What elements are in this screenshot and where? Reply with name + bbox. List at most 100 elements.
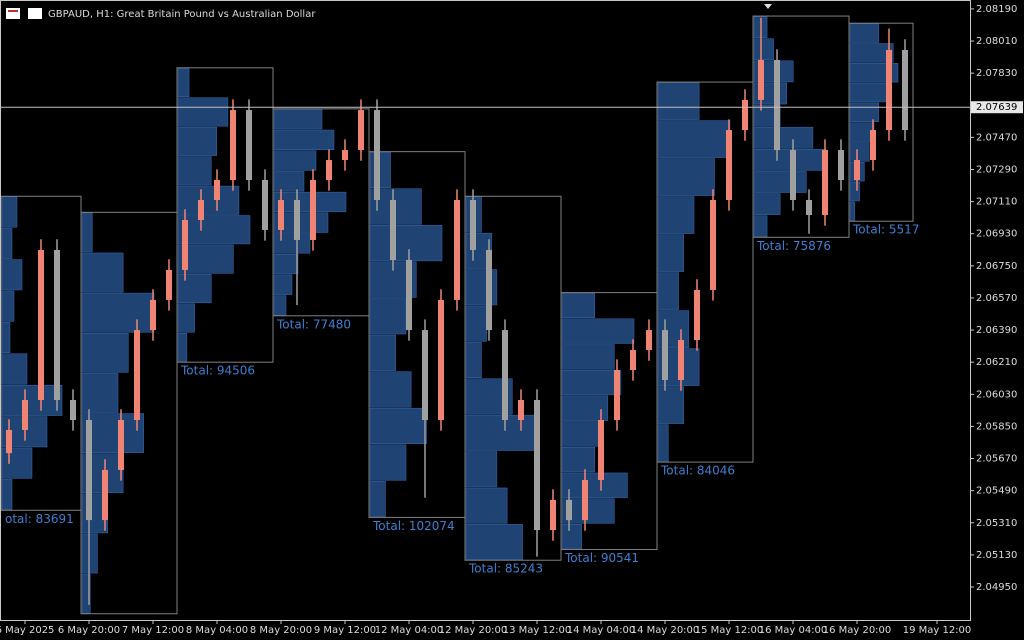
plot-frame bbox=[0, 0, 971, 621]
current-price-box bbox=[971, 101, 1023, 114]
profile-bar bbox=[753, 171, 807, 193]
profile-bar bbox=[753, 38, 774, 61]
y-tick-label: 2.07290 bbox=[976, 164, 1017, 175]
candle-body bbox=[838, 150, 844, 181]
y-tick-label: 2.06750 bbox=[976, 261, 1017, 272]
profile-bar bbox=[369, 334, 396, 371]
profile-bar bbox=[1, 227, 13, 259]
candle-body bbox=[166, 269, 172, 300]
profile-bar bbox=[81, 373, 119, 413]
profile-total: Total: 77480 bbox=[276, 317, 351, 331]
profile-bar bbox=[177, 185, 240, 215]
profile-bar bbox=[561, 369, 622, 396]
candle-body bbox=[6, 429, 12, 454]
x-tick-label: 19 May 12:00 bbox=[903, 625, 972, 636]
profile-bar bbox=[849, 142, 870, 162]
x-tick-label: 9 May 12:00 bbox=[314, 625, 376, 636]
profile-bar bbox=[657, 386, 684, 424]
period-marker bbox=[764, 4, 772, 9]
profile-bar bbox=[753, 193, 781, 215]
y-tick-label: 2.05310 bbox=[976, 518, 1017, 529]
profile-bar bbox=[465, 342, 482, 378]
profile-bar bbox=[1, 384, 63, 416]
profile-bar bbox=[561, 472, 628, 498]
candle-body bbox=[646, 330, 652, 351]
profile-bar bbox=[849, 23, 880, 43]
candle-body bbox=[694, 289, 700, 341]
profile-bar bbox=[465, 414, 539, 451]
profile-total: Total: 94506 bbox=[180, 364, 255, 378]
profile-bar bbox=[273, 171, 305, 192]
candle-body bbox=[70, 400, 76, 420]
profile-bar bbox=[273, 295, 287, 316]
x-tick-label: 12 May 20:00 bbox=[439, 625, 508, 636]
profile-bar bbox=[561, 344, 615, 370]
candle-body bbox=[822, 150, 828, 215]
trade-icon[interactable] bbox=[28, 8, 42, 19]
y-tick-label: 2.07470 bbox=[976, 132, 1017, 143]
profile-bar bbox=[177, 97, 229, 127]
candle-body bbox=[294, 200, 300, 240]
candle-body bbox=[374, 110, 380, 201]
profile-bar bbox=[273, 129, 335, 150]
candle-body bbox=[774, 59, 780, 151]
candle-body bbox=[598, 419, 604, 480]
profile-bar bbox=[465, 269, 498, 306]
y-tick-label: 2.06390 bbox=[976, 325, 1017, 336]
y-tick-label: 2.06210 bbox=[976, 357, 1017, 368]
candle-body bbox=[886, 49, 892, 131]
candle-body bbox=[406, 259, 412, 331]
candle-body bbox=[470, 200, 476, 250]
y-tick-label: 2.06030 bbox=[976, 389, 1017, 400]
profile-bar bbox=[369, 225, 443, 262]
candle-body bbox=[38, 249, 44, 401]
x-tick-label: 15 May 12:00 bbox=[695, 625, 764, 636]
profile-bar bbox=[1, 290, 15, 322]
candle-body bbox=[342, 150, 348, 161]
profile-bar bbox=[177, 303, 195, 333]
profile-box bbox=[80, 211, 178, 615]
profile-total: otal: 83691 bbox=[5, 512, 74, 526]
profile-box bbox=[656, 81, 754, 463]
y-tick-label: 2.04950 bbox=[976, 582, 1017, 593]
chart-title: GBPAUD, H1: Great Britain Pound vs Austr… bbox=[48, 9, 316, 20]
candle-body bbox=[550, 499, 556, 531]
profile-total: Total: 84046 bbox=[660, 464, 735, 478]
candle-body bbox=[278, 200, 284, 230]
profile-bar bbox=[849, 201, 856, 221]
candle-body bbox=[790, 150, 796, 201]
candle-body bbox=[326, 160, 332, 181]
x-tick-label: 8 May 04:00 bbox=[186, 625, 248, 636]
x-tick-label: 14 May 04:00 bbox=[567, 625, 636, 636]
x-tick-label: 6 May 20:00 bbox=[58, 625, 120, 636]
profile-bar bbox=[561, 292, 595, 319]
plot-area: otal: 83691 Total: 94506 Total: 77480 Total… bbox=[0, 15, 919, 615]
profile-bar bbox=[273, 274, 293, 295]
profile-bar bbox=[369, 371, 412, 408]
profile-bar bbox=[657, 120, 731, 158]
candle-body bbox=[134, 330, 140, 420]
profile-bar bbox=[561, 447, 595, 473]
candle-body bbox=[214, 180, 220, 201]
profile-bar bbox=[81, 212, 93, 253]
profile-bar bbox=[177, 156, 212, 186]
candle-body bbox=[534, 400, 540, 531]
profile-bar bbox=[177, 126, 218, 156]
profile-bar bbox=[81, 252, 124, 293]
profile-bar bbox=[81, 332, 129, 373]
profile-bar bbox=[273, 109, 323, 130]
y-tick-label: 2.07830 bbox=[976, 68, 1017, 79]
candle-body bbox=[902, 49, 908, 131]
profile-bar bbox=[657, 196, 695, 234]
x-tick-label: 8 May 20:00 bbox=[250, 625, 312, 636]
profile-bar bbox=[657, 272, 679, 310]
candle-body bbox=[870, 130, 876, 161]
profile-bar bbox=[177, 332, 188, 362]
profile-bar bbox=[561, 318, 635, 344]
candle-body bbox=[102, 469, 108, 521]
profile-total: Total: 102074 bbox=[372, 519, 455, 533]
candle-body bbox=[758, 59, 764, 100]
candle-body bbox=[502, 330, 508, 420]
profile-bar bbox=[81, 413, 144, 453]
y-tick-label: 2.05670 bbox=[976, 454, 1017, 465]
